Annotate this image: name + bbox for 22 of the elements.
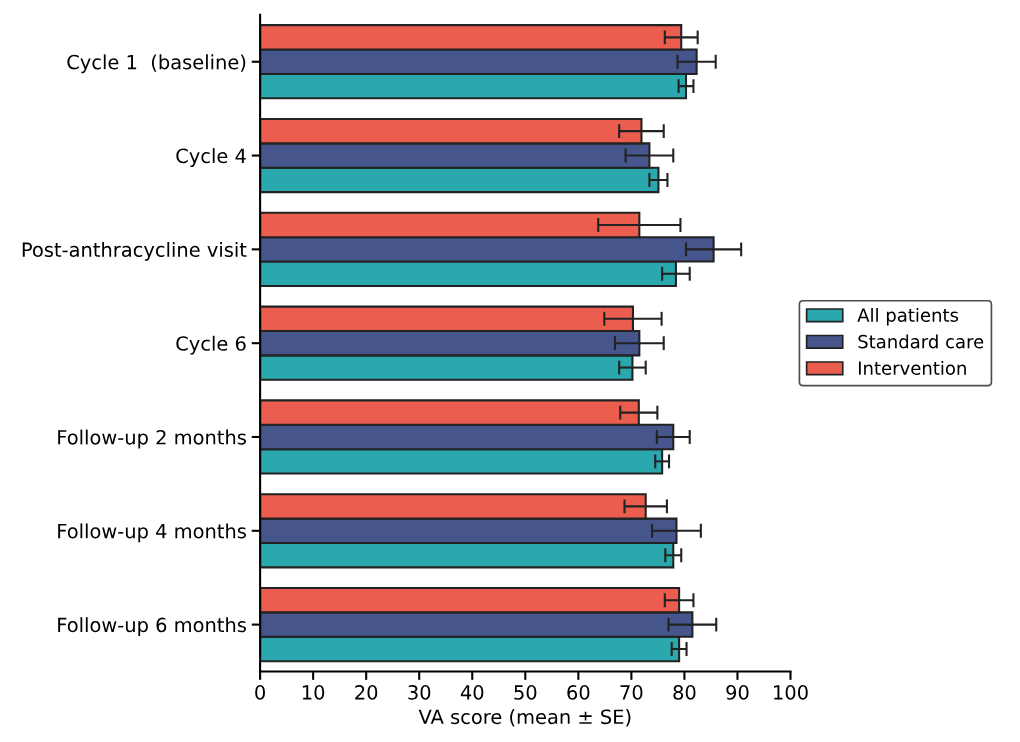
y-tick-label: Follow-up 2 months bbox=[58, 429, 246, 449]
x-tick-label: 10 bbox=[302, 685, 325, 700]
x-tick-label: 70 bbox=[620, 685, 643, 700]
legend-label: All patients bbox=[857, 307, 959, 326]
x-tick-label: 40 bbox=[460, 685, 484, 700]
x-tick-label: 100 bbox=[774, 685, 808, 700]
legend-label: Standard care bbox=[858, 334, 984, 349]
x-tick-label: 30 bbox=[408, 685, 431, 700]
y-tick-label: Cycle 1 (baseline) bbox=[67, 54, 246, 74]
legend-label: Intervention bbox=[858, 360, 966, 375]
x-tick-label: 90 bbox=[726, 685, 749, 700]
x-axis-title: VA score (mean ± SE) bbox=[418, 709, 631, 727]
y-tick-label: Cycle 6 bbox=[176, 335, 246, 355]
y-tick-label: Follow-up 4 months bbox=[58, 523, 246, 543]
x-tick-label: 20 bbox=[355, 685, 378, 700]
y-tick-label: Follow-up 6 months bbox=[58, 617, 246, 637]
x-tick-label: 60 bbox=[567, 685, 590, 700]
y-tick-label: Post-anthracycline visit bbox=[22, 241, 247, 261]
x-tick-label: 80 bbox=[673, 685, 696, 700]
y-tick-label: Cycle 4 bbox=[176, 148, 246, 167]
x-tick-label: 50 bbox=[514, 685, 537, 700]
x-tick-label: 0 bbox=[255, 685, 265, 700]
